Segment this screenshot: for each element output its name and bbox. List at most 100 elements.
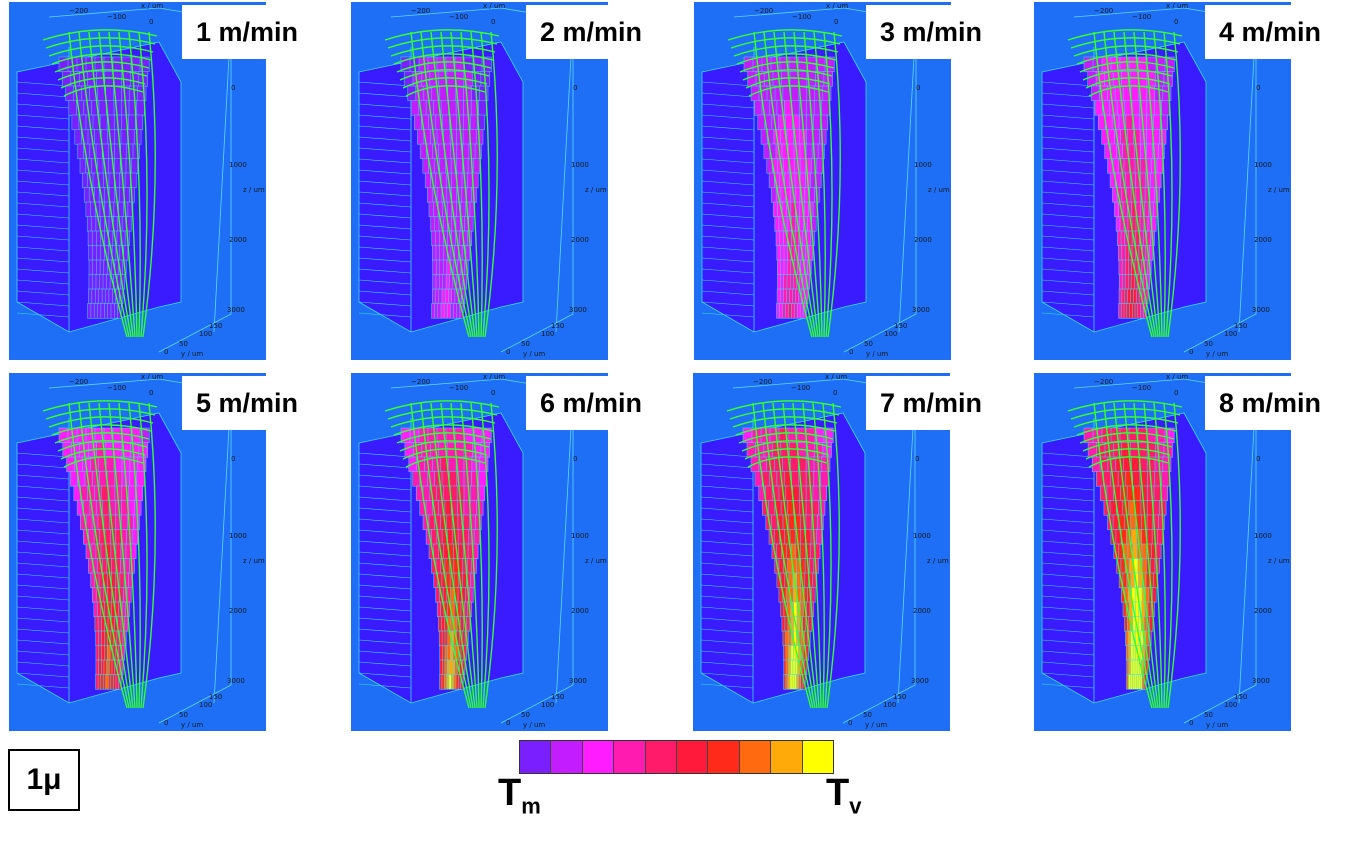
z-tick-label: 1000: [913, 532, 931, 540]
y-tick-label: 50: [179, 711, 188, 719]
speed-panel-6: −200 −100 0 x / um 0 1000 2000 3000 z / um 0 50 100…: [351, 373, 608, 731]
colorbar-swatch: [520, 741, 552, 773]
speed-label: 6 m/min: [526, 376, 657, 430]
colorbar-swatch: [645, 741, 678, 773]
z-tick-label: 0: [573, 455, 577, 463]
z-tick-label: 1000: [1254, 532, 1272, 540]
x-tick-label: −200: [411, 378, 430, 386]
y-tick-label: 100: [199, 330, 212, 338]
z-tick-label: 0: [1256, 455, 1260, 463]
x-tick-label: 0: [149, 389, 153, 397]
z-tick-label: 0: [1256, 84, 1260, 92]
speed-panel-5: −200 −100 0 x / um 0 1000 2000 3000 z / um 0 50 100…: [9, 373, 266, 731]
y-tick-label: 50: [521, 711, 530, 719]
z-tick-label: 1000: [571, 532, 589, 540]
z-tick-label: 3000: [1252, 677, 1270, 685]
y-axis-label: y / um: [866, 350, 888, 358]
x-axis-label: x / um: [1166, 2, 1188, 10]
z-axis-label: z / um: [1268, 557, 1290, 565]
kerf-simulation-plot: −200 −100 0 x / um 0 1000 2000 3000 z / um 0 50 100…: [1041, 2, 1290, 358]
x-tick-label: 0: [149, 18, 153, 26]
y-tick-label: 0: [164, 348, 168, 356]
y-tick-label: 100: [1224, 330, 1237, 338]
colorbar-min-label: Tm: [498, 772, 541, 819]
z-axis-label: z / um: [928, 186, 950, 194]
x-axis-label: x / um: [483, 373, 505, 381]
x-tick-label: −100: [1132, 13, 1151, 21]
z-axis-label: z / um: [585, 557, 607, 565]
y-axis-label: y / um: [523, 350, 545, 358]
z-tick-label: 3000: [911, 677, 929, 685]
kerf-simulation-plot: −200 −100 0 x / um 0 1000 2000 3000 z / um 0 50 100…: [358, 373, 607, 729]
speed-label: 4 m/min: [1205, 5, 1336, 59]
x-tick-label: −200: [1094, 378, 1113, 386]
x-tick-label: −100: [1132, 384, 1151, 392]
z-tick-label: 3000: [569, 306, 587, 314]
y-tick-label: 150: [551, 693, 564, 701]
y-tick-label: 0: [506, 719, 510, 727]
z-tick-label: 2000: [229, 607, 247, 615]
z-tick-label: 0: [916, 84, 920, 92]
x-axis-label: x / um: [141, 373, 163, 381]
y-tick-label: 100: [883, 701, 896, 709]
x-tick-label: −200: [411, 7, 430, 15]
speed-label: 3 m/min: [866, 5, 997, 59]
y-tick-label: 100: [199, 701, 212, 709]
y-axis-label: y / um: [181, 721, 203, 729]
y-tick-label: 150: [209, 322, 222, 330]
speed-label: 8 m/min: [1205, 376, 1336, 430]
speed-label: 1 m/min: [182, 5, 313, 59]
y-tick-label: 100: [884, 330, 897, 338]
x-tick-label: −100: [791, 384, 810, 392]
y-tick-label: 150: [1234, 322, 1247, 330]
x-tick-label: −200: [754, 7, 773, 15]
x-tick-label: 0: [491, 389, 495, 397]
z-tick-label: 2000: [1254, 236, 1272, 244]
speed-label: 7 m/min: [866, 376, 997, 430]
z-tick-label: 1000: [571, 161, 589, 169]
z-tick-label: 0: [231, 84, 235, 92]
y-tick-label: 0: [1189, 348, 1193, 356]
z-tick-label: 3000: [1252, 306, 1270, 314]
y-axis-label: y / um: [181, 350, 203, 358]
speed-panel-8: −200 −100 0 x / um 0 1000 2000 3000 z / um 0 50 100…: [1034, 373, 1291, 731]
x-tick-label: 0: [491, 18, 495, 26]
colorbar-max-label: Tv: [826, 772, 862, 819]
z-tick-label: 3000: [912, 306, 930, 314]
x-tick-label: −200: [69, 7, 88, 15]
z-axis-label: z / um: [243, 557, 265, 565]
material-label: 1μ: [8, 749, 80, 811]
kerf-simulation-plot: −200 −100 0 x / um 0 1000 2000 3000 z / um 0 50 100…: [358, 2, 607, 358]
colorbar-swatch: [802, 741, 834, 773]
x-tick-label: 0: [833, 389, 837, 397]
y-tick-label: 50: [179, 340, 188, 348]
y-axis-label: y / um: [865, 721, 887, 729]
speed-label: 5 m/min: [182, 376, 313, 430]
y-tick-label: 50: [1204, 711, 1213, 719]
y-tick-label: 0: [1189, 719, 1193, 727]
z-tick-label: 0: [231, 455, 235, 463]
colorbar-swatch: [739, 741, 772, 773]
z-tick-label: 1000: [229, 161, 247, 169]
y-axis-label: y / um: [1206, 350, 1228, 358]
x-tick-label: 0: [1174, 389, 1178, 397]
z-tick-label: 2000: [571, 236, 589, 244]
speed-panel-2: −200 −100 0 x / um 0 1000 2000 3000 z / um 0 50 100…: [351, 2, 608, 360]
speed-label: 2 m/min: [526, 5, 657, 59]
z-tick-label: 1000: [914, 161, 932, 169]
y-tick-label: 50: [864, 340, 873, 348]
y-axis-label: y / um: [523, 721, 545, 729]
x-tick-label: −100: [449, 13, 468, 21]
z-axis-label: z / um: [243, 186, 265, 194]
kerf-simulation-plot: −200 −100 0 x / um 0 1000 2000 3000 z / um 0 50 100…: [700, 373, 949, 729]
z-tick-label: 0: [573, 84, 577, 92]
z-tick-label: 0: [915, 455, 919, 463]
x-tick-label: −200: [753, 378, 772, 386]
y-tick-label: 50: [1204, 340, 1213, 348]
z-axis-label: z / um: [585, 186, 607, 194]
z-tick-label: 1000: [229, 532, 247, 540]
x-tick-label: −100: [107, 13, 126, 21]
x-tick-label: −100: [449, 384, 468, 392]
colorbar-swatch: [614, 741, 646, 773]
y-tick-label: 150: [1234, 693, 1247, 701]
